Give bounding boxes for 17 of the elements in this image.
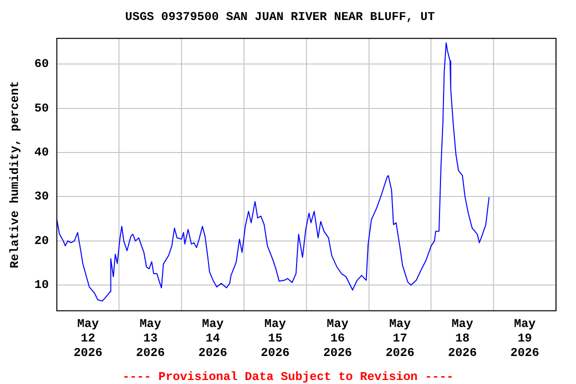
y-tick-label: 10	[34, 278, 49, 292]
x-tick-label: May 17 2026	[386, 317, 414, 360]
y-tick-label: 30	[34, 190, 49, 204]
x-tick-label: May 15 2026	[260, 317, 290, 360]
x-tick-label: May 16 2026	[323, 317, 352, 360]
y-tick-label: 60	[34, 57, 49, 72]
y-tick-label: 50	[34, 101, 49, 116]
y-tick-label: 20	[34, 234, 49, 248]
x-tick-label: May 13 2026	[136, 317, 165, 360]
text: ---- Provisional Data Subject to Revision ----	[122, 370, 454, 384]
x-tick-label: May 19 2026	[510, 317, 540, 360]
chart-title: USGS 09379500 SAN JUAN RIVER NEAR BLUFF, UT	[125, 10, 435, 24]
y-axis-title: Relative humidity, percent	[8, 80, 22, 268]
y-tick-label: 40	[34, 146, 49, 160]
x-tick-label: May 18 2026	[448, 317, 477, 360]
x-tick-label: May 14 2026	[198, 317, 228, 360]
x-tick-label: May 12 2026	[74, 317, 102, 360]
